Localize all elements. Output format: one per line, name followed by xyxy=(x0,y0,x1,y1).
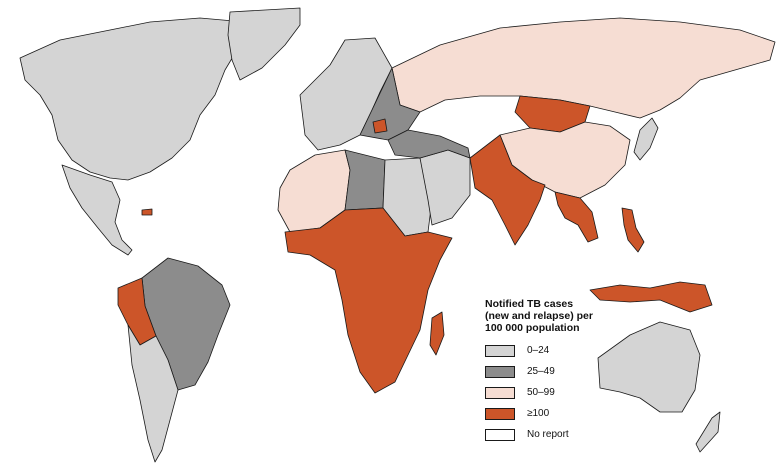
legend-item: No report xyxy=(485,427,725,442)
legend-item: ≥100 xyxy=(485,406,725,421)
map-legend: Notified TB cases (new and relapse) per … xyxy=(485,298,725,448)
region-turkey-iran xyxy=(387,129,471,159)
region-new-zealand xyxy=(695,411,721,453)
legend-title: Notified TB cases (new and relapse) per … xyxy=(485,298,593,334)
legend-label: 0–24 xyxy=(527,345,550,356)
region-indonesia-png xyxy=(589,281,713,313)
legend-item: 50–99 xyxy=(485,385,725,400)
region-south-asia xyxy=(469,134,546,246)
legend-label: 25–49 xyxy=(527,366,555,377)
legend-swatch xyxy=(485,386,515,399)
region-madagascar xyxy=(429,311,445,356)
region-philippines xyxy=(621,207,645,253)
region-southern-cone xyxy=(127,324,179,463)
legend-swatch xyxy=(485,344,515,357)
region-sub-saharan-africa xyxy=(284,207,453,394)
region-libya xyxy=(344,149,386,211)
legend-swatch xyxy=(485,365,515,378)
legend-swatch xyxy=(485,428,515,441)
region-japan xyxy=(633,117,659,161)
region-russia xyxy=(391,17,776,119)
legend-swatch xyxy=(485,407,515,420)
region-north-america xyxy=(19,17,246,181)
legend-label: No report xyxy=(527,429,569,440)
legend-item: 25–49 xyxy=(485,364,725,379)
region-australia xyxy=(597,321,701,413)
region-southeast-asia xyxy=(554,191,599,243)
region-haiti xyxy=(141,208,153,216)
region-romania xyxy=(372,118,388,134)
legend-label: 50–99 xyxy=(527,387,555,398)
region-mexico-central-america xyxy=(61,164,133,256)
legend-item: 0–24 xyxy=(485,343,725,358)
region-greenland xyxy=(227,7,301,81)
legend-label: ≥100 xyxy=(527,408,550,419)
